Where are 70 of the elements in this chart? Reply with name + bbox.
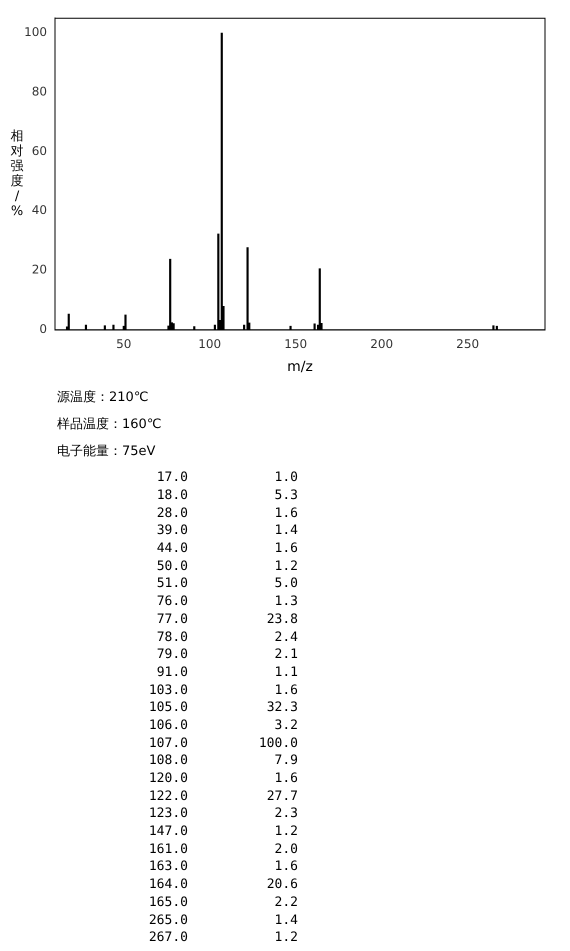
text: 32.3 [266, 700, 298, 716]
text: 1.6 [274, 506, 298, 521]
x-tick-label: 250 [456, 337, 480, 352]
text: 5.0 [274, 576, 298, 592]
category-label: 17.0 [156, 469, 188, 487]
category-label: 105.0 [148, 699, 188, 717]
x-tick-label: 50 [116, 337, 132, 352]
text: 1.6 [274, 859, 298, 874]
text: 1.3 [274, 594, 298, 610]
text: 1.2 [274, 824, 298, 840]
category-label: 265.0 [148, 912, 188, 929]
category-label: 122.0 [148, 788, 188, 806]
text: 1.4 [274, 523, 298, 538]
y-axis-title: 相对强度/% [10, 128, 24, 219]
text: 1.1 [274, 664, 298, 680]
text: 23.8 [266, 612, 298, 627]
text: 7.9 [274, 753, 298, 768]
text: 2.4 [274, 630, 298, 645]
category-label: 106.0 [148, 716, 188, 734]
text: 1.0 [274, 470, 298, 486]
category-label: 50.0 [156, 558, 188, 576]
category-label: 51.0 [156, 575, 188, 593]
y-tick-label: 100 [24, 25, 47, 40]
category-label: 165.0 [148, 894, 188, 912]
text: 20.6 [266, 877, 298, 892]
category-label: 164.0 [148, 876, 188, 894]
text: 电子能量：75eV [57, 443, 156, 460]
category-label: 107.0 [148, 734, 188, 752]
y-tick-label: 40 [32, 203, 47, 218]
text: 100.0 [258, 736, 298, 751]
category-label: 91.0 [156, 664, 188, 682]
category-label: 163.0 [148, 858, 188, 876]
category-label: 77.0 [156, 610, 188, 628]
text: 2.0 [274, 842, 298, 857]
text: 2.2 [274, 894, 298, 910]
text: 1.6 [274, 682, 298, 698]
category-label: 78.0 [156, 628, 188, 646]
y-tick-label: 0 [39, 322, 47, 336]
category-label: 267.0 [148, 929, 188, 947]
category-label: 120.0 [148, 770, 188, 788]
text: 1.2 [274, 558, 298, 574]
x-tick-label: 100 [198, 337, 222, 352]
x-tick-label: 150 [284, 337, 308, 352]
text: 1.6 [274, 541, 298, 556]
text: 1.4 [274, 912, 298, 928]
category-label: 76.0 [156, 593, 188, 610]
x-tick-label: 200 [370, 337, 394, 352]
category-label: 79.0 [156, 646, 188, 664]
category-label: 161.0 [148, 840, 188, 858]
text: 2.1 [274, 647, 298, 662]
text: 2.3 [274, 806, 298, 822]
x-axis-title: m/z [287, 359, 313, 376]
category-label: 18.0 [156, 487, 188, 504]
y-tick-label: 60 [32, 144, 47, 158]
text: 1.2 [274, 930, 298, 946]
text: 源温度：210℃ [57, 389, 150, 406]
y-tick-label: 80 [32, 84, 47, 99]
text: 样品温度：160℃ [57, 416, 162, 433]
category-label: 44.0 [156, 540, 188, 558]
category-label: 108.0 [148, 752, 188, 770]
category-label: 28.0 [156, 504, 188, 522]
text: 3.2 [274, 718, 298, 733]
category-label: 39.0 [156, 522, 188, 540]
text: 27.7 [266, 788, 298, 804]
text: 1.6 [274, 771, 298, 786]
category-label: 147.0 [148, 823, 188, 840]
y-tick-label: 20 [32, 262, 47, 277]
text: 5.3 [274, 488, 298, 504]
category-label: 123.0 [148, 805, 188, 823]
category-label: 103.0 [148, 682, 188, 699]
